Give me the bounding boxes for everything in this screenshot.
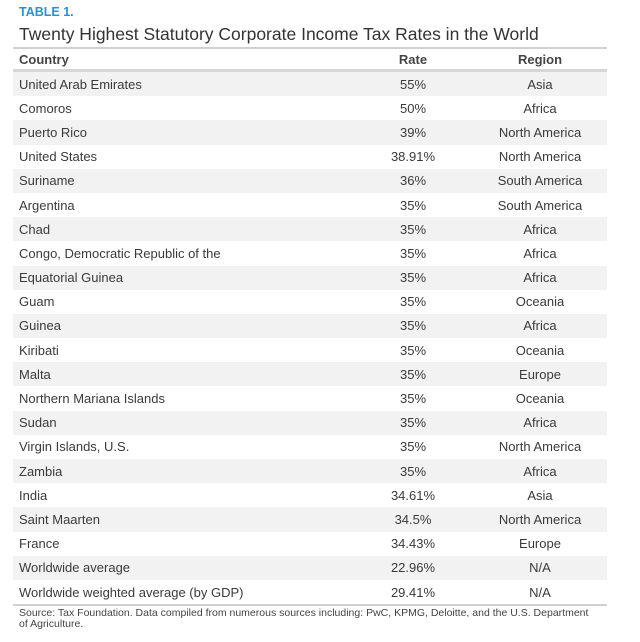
region-cell: Africa	[523, 245, 557, 261]
rate-cell: 35%	[353, 313, 473, 339]
country-cell: Chad	[13, 217, 353, 242]
table-row: Guinea 35% Africa	[13, 313, 607, 339]
rate-cell: 29.41%	[390, 584, 436, 600]
table-row: Comoros 50% Africa	[13, 96, 607, 120]
country-cell: Saint Maarten	[13, 507, 353, 532]
region-cell: N/A	[473, 555, 607, 580]
table-row: Saint Maarten 34.5% North America	[13, 507, 607, 532]
region-cell: Europe	[519, 536, 561, 552]
table-row: India 34.61% Asia	[13, 483, 607, 507]
country-cell: Worldwide weighted average (by GDP)	[19, 584, 244, 600]
region-cell: Oceania	[515, 294, 565, 310]
rate-cell: 36%	[353, 168, 473, 193]
rate-cell: 35%	[399, 439, 427, 455]
source-note: Source: Tax Foundation. Data compiled fr…	[19, 607, 589, 630]
table-row: Chad 35% Africa	[13, 217, 607, 242]
table-row: Worldwide average 22.96% N/A	[13, 555, 607, 580]
table-row: Equatorial Guinea 35% Africa	[13, 265, 607, 290]
country-cell: Puerto Rico	[13, 120, 353, 145]
table-row: Virgin Islands, U.S. 35% North America	[13, 435, 607, 459]
rate-cell: 35%	[399, 245, 427, 261]
rate-cell: 55%	[353, 70, 473, 97]
country-cell: Equatorial Guinea	[13, 265, 353, 290]
rate-cell: 35%	[353, 362, 473, 387]
rate-cell: 35%	[353, 217, 473, 242]
table-row: Zambia 35% Africa	[13, 459, 607, 484]
rate-cell: 39%	[353, 120, 473, 145]
table-row: Sudan 35% Africa	[13, 410, 607, 435]
table-row: Northern Mariana Islands 35% Oceania	[13, 386, 607, 410]
rate-cell: 22.96%	[353, 555, 473, 580]
country-cell: Suriname	[13, 168, 353, 193]
country-cell: Zambia	[13, 459, 353, 484]
rate-cell: 35%	[353, 410, 473, 435]
header-rate: Rate	[353, 48, 473, 72]
country-cell: Comoros	[19, 100, 72, 116]
tax-rates-table: Country Rate Region United Arab Emirates…	[13, 47, 607, 606]
region-cell: North America	[498, 149, 582, 165]
rate-cell: 35%	[353, 265, 473, 290]
rate-cell: 34.43%	[390, 536, 436, 552]
country-cell: United States	[19, 149, 98, 165]
country-cell: Malta	[13, 362, 353, 387]
table-row: Worldwide weighted average (by GDP) 29.41…	[13, 580, 607, 605]
region-cell: Oceania	[515, 391, 565, 407]
region-cell: Africa	[473, 265, 607, 290]
rate-cell: 35%	[399, 197, 427, 213]
rate-cell: 34.5%	[353, 507, 473, 532]
region-cell: North America	[473, 507, 607, 532]
country-cell: India	[19, 487, 48, 503]
table-row: United Arab Emirates 55% Asia	[13, 70, 607, 97]
table-row: Argentina 35% South America	[13, 193, 607, 217]
country-cell: Congo, Democratic Republic of the	[19, 245, 221, 261]
region-cell: South America	[473, 168, 607, 193]
region-cell: N/A	[529, 584, 551, 600]
table-row: France 34.43% Europe	[13, 532, 607, 556]
country-cell: United Arab Emirates	[13, 70, 353, 97]
table-row: United States 38.91% North America	[13, 145, 607, 169]
country-cell: Sudan	[13, 410, 353, 435]
country-cell: Guinea	[13, 313, 353, 339]
country-cell: Guam	[19, 294, 55, 310]
region-cell: Asia	[527, 487, 553, 503]
region-cell: Oceania	[515, 342, 565, 358]
header-country: Country	[13, 48, 353, 72]
country-cell: Northern Mariana Islands	[19, 391, 165, 407]
table-title: Twenty Highest Statutory Corporate Incom…	[19, 24, 539, 44]
region-cell: Africa	[473, 410, 607, 435]
header-region: Region	[473, 48, 607, 72]
header-row: Country Rate Region	[13, 48, 607, 72]
country-cell: France	[19, 536, 60, 552]
country-cell: Kiribati	[19, 342, 59, 358]
rate-cell: 35%	[353, 459, 473, 484]
country-cell: Worldwide average	[13, 555, 353, 580]
table-row: Malta 35% Europe	[13, 362, 607, 387]
region-cell: Africa	[473, 459, 607, 484]
table-row: Puerto Rico 39% North America	[13, 120, 607, 145]
table-row: Guam 35% Oceania	[13, 290, 607, 314]
country-cell: Argentina	[19, 197, 75, 213]
rate-cell: 35%	[399, 342, 427, 358]
region-cell: Africa	[473, 217, 607, 242]
region-cell: South America	[497, 197, 583, 213]
table-row: Congo, Democratic Republic of the 35% Afri…	[13, 241, 607, 265]
region-cell: Asia	[473, 70, 607, 97]
rate-cell: 35%	[399, 294, 427, 310]
rate-cell: 50%	[399, 100, 427, 116]
table-label: TABLE 1.	[19, 5, 74, 19]
table-row: Suriname 36% South America	[13, 168, 607, 193]
rate-cell: 35%	[399, 391, 427, 407]
table-row: Kiribati 35% Oceania	[13, 338, 607, 362]
region-cell: Africa	[523, 100, 557, 116]
region-cell: Europe	[473, 362, 607, 387]
region-cell: North America	[473, 120, 607, 145]
country-cell: Virgin Islands, U.S.	[19, 439, 130, 455]
rate-cell: 38.91%	[390, 149, 436, 165]
rate-cell: 34.61%	[390, 487, 436, 503]
region-cell: North America	[498, 439, 582, 455]
region-cell: Africa	[473, 313, 607, 339]
